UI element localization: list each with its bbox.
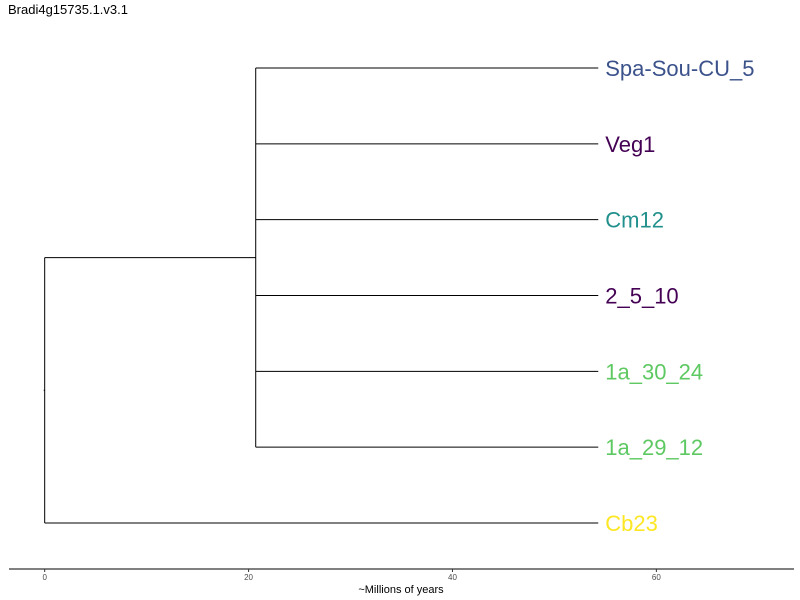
tip-label: Cb23 xyxy=(605,511,658,536)
tip-label: 1a_29_12 xyxy=(605,435,703,460)
x-tick-label: 0 xyxy=(42,573,47,582)
tip-label: 2_5_10 xyxy=(605,283,678,308)
tip-label: 1a_30_24 xyxy=(605,359,703,384)
x-tick-label: 40 xyxy=(448,573,457,582)
tip-label: Spa-Sou-CU_5 xyxy=(605,56,754,81)
tree-branches xyxy=(43,67,599,524)
x-tick-label: 20 xyxy=(244,573,253,582)
tree-title: Bradi4g15735.1.v3.1 xyxy=(8,2,128,17)
tip-label: Cm12 xyxy=(605,208,664,233)
tip-labels: Spa-Sou-CU_5 Veg1 Cm12 2_5_10 1a_30_24 1a_29_… xyxy=(605,56,754,536)
x-axis-label: ~Millions of years xyxy=(358,584,444,596)
x-tick-label: 60 xyxy=(652,573,661,582)
x-axis-ticks: 0 20 40 60 xyxy=(42,569,661,582)
tip-label: Veg1 xyxy=(605,132,655,157)
